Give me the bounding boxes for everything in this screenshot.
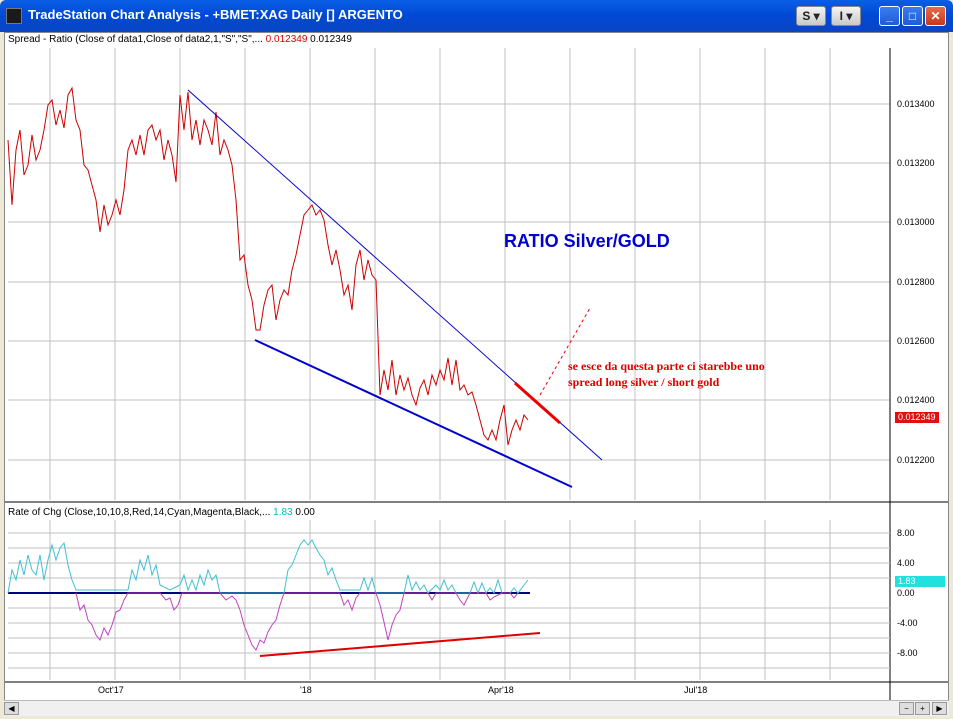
s-menu-label: S (802, 9, 811, 23)
y-tick-lower-0: 8.00 (897, 528, 915, 538)
minimize-button[interactable]: _ (879, 6, 900, 26)
note-line-1: se esce da questa parte ci starebbe uno (568, 359, 765, 373)
chart-frame (4, 32, 949, 715)
arrow-left-icon: ◀ (8, 704, 15, 713)
y-tick-upper-3: 0.012800 (897, 277, 935, 287)
lower-grid (8, 520, 890, 680)
breakout-segment (514, 381, 561, 425)
lower-indicator-value1: 1.83 (273, 507, 293, 518)
y-tick-upper-1: 0.013200 (897, 158, 935, 168)
upper-indicator-legend: Spread - Ratio (Close of data1,Close of … (8, 34, 352, 45)
maximize-icon: □ (908, 9, 917, 23)
close-button[interactable]: ✕ (925, 6, 946, 26)
x-tick-0: Oct'17 (98, 685, 124, 695)
scroll-left-button[interactable]: ◀ (4, 702, 19, 715)
y-tick-lower-3: -4.00 (897, 618, 918, 628)
close-icon: ✕ (930, 9, 941, 23)
y-tick-lower-1: 4.00 (897, 558, 915, 568)
lower-indicator-label: Rate of Chg (Close,10,10,8,Red,14,Cyan,M… (8, 507, 271, 518)
y-tick-upper-6: 0.012200 (897, 455, 935, 465)
chart-annotation-note: se esce da questa parte ci starebbe uno … (568, 358, 765, 390)
lower-current-value-badge: 1.83 (895, 576, 945, 587)
scroll-zoom-in-button[interactable]: + (915, 702, 930, 715)
arrow-right-icon: ▶ (936, 704, 943, 713)
horizontal-scrollbar[interactable]: ◀ − + ▶ (4, 700, 949, 716)
upper-grid (8, 48, 890, 500)
breakout-projection (539, 307, 591, 396)
y-tick-upper-0: 0.013400 (897, 99, 935, 109)
roc-divergence-line (259, 632, 541, 657)
scroll-right-button[interactable]: ▶ (932, 702, 947, 715)
upper-indicator-value2: 0.012349 (310, 34, 352, 45)
i-menu-button[interactable]: I ▾ (831, 6, 861, 26)
ratio-price-line (7, 86, 529, 446)
upper-indicator-label: Spread - Ratio (Close of data1,Close of … (8, 34, 263, 45)
y-tick-lower-2: 0.00 (897, 588, 915, 598)
app-icon (6, 8, 22, 24)
roc-line-lower (75, 592, 519, 651)
scroll-zoom-out-button[interactable]: − (899, 702, 914, 715)
roc-line-upper (7, 539, 529, 595)
upper-current-value-badge: 0.012349 (895, 412, 939, 423)
chart-annotation-heading: RATIO Silver/GOLD (504, 231, 670, 251)
x-tick-2: Apr'18 (488, 685, 514, 695)
lower-indicator-legend: Rate of Chg (Close,10,10,8,Red,14,Cyan,M… (8, 507, 315, 518)
i-menu-label: I (839, 9, 843, 23)
zoom-in-icon: + (920, 704, 925, 713)
note-line-2: spread long silver / short gold (568, 375, 720, 389)
x-tick-1: '18 (300, 685, 312, 695)
lower-trendline (254, 339, 573, 488)
y-tick-upper-5: 0.012400 (897, 395, 935, 405)
y-tick-lower-4: -8.00 (897, 648, 918, 658)
s-menu-button[interactable]: S ▾ (796, 6, 826, 26)
maximize-button[interactable]: □ (902, 6, 923, 26)
y-tick-upper-4: 0.012600 (897, 336, 935, 346)
x-tick-3: Jul'18 (684, 685, 708, 695)
y-tick-upper-2: 0.013000 (897, 217, 935, 227)
lower-indicator-value2: 0.00 (295, 507, 315, 518)
window-title: TradeStation Chart Analysis - +BMET:XAG … (28, 7, 403, 22)
upper-indicator-value1: 0.012349 (265, 34, 308, 45)
zoom-out-icon: − (904, 704, 909, 713)
title-bar: TradeStation Chart Analysis - +BMET:XAG … (0, 0, 953, 32)
minimize-icon: _ (886, 9, 893, 23)
